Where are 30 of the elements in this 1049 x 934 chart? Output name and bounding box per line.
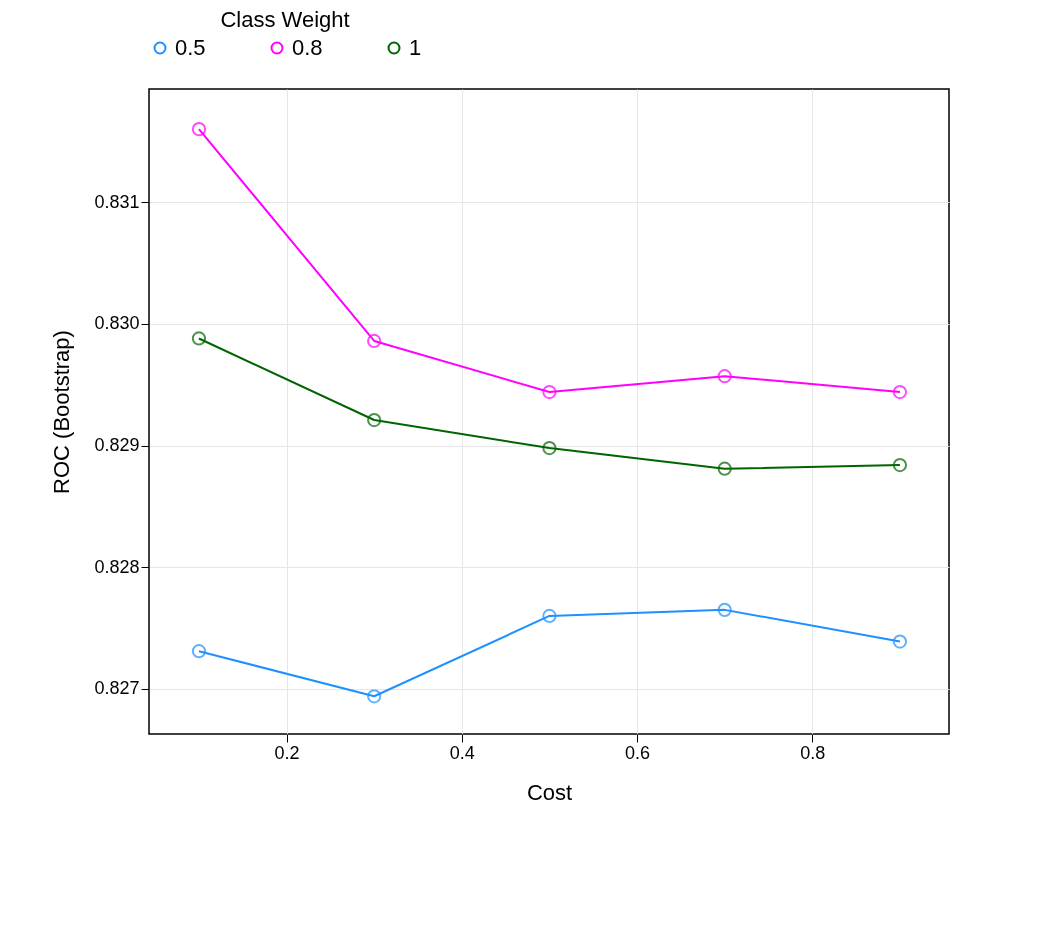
point: [717, 461, 732, 476]
point: [892, 634, 908, 649]
point: [542, 384, 557, 400]
point: [542, 608, 557, 624]
point: [892, 457, 908, 473]
x-tick-label: 0.8: [800, 742, 826, 763]
y-tick-label: 0.828: [94, 556, 140, 577]
point: [892, 384, 908, 400]
point: [542, 440, 557, 456]
legend-label: 0.8: [292, 35, 323, 60]
y-tick-label: 0.830: [94, 313, 140, 334]
point: [191, 644, 207, 659]
point: [367, 412, 382, 428]
x-axis-title: Cost: [526, 779, 573, 805]
legend-label: 0.5: [175, 35, 206, 60]
x-tick-label: 0.2: [274, 742, 300, 763]
point: [717, 369, 732, 384]
point: [191, 331, 207, 346]
point: [367, 333, 382, 349]
x-tick-label: 0.4: [449, 742, 475, 763]
point: [367, 689, 382, 704]
x-tick-label: 0.6: [625, 742, 651, 763]
y-tick-label: 0.829: [94, 435, 140, 456]
y-tick-label: 0.827: [94, 678, 140, 699]
y-axis-title: ROC (Bootstrap): [49, 330, 75, 494]
point: [717, 602, 732, 617]
point: [191, 122, 207, 137]
legend-label: 1: [409, 35, 422, 60]
legend-title: Class Weight: [220, 7, 350, 32]
y-tick-label: 0.831: [94, 191, 140, 212]
